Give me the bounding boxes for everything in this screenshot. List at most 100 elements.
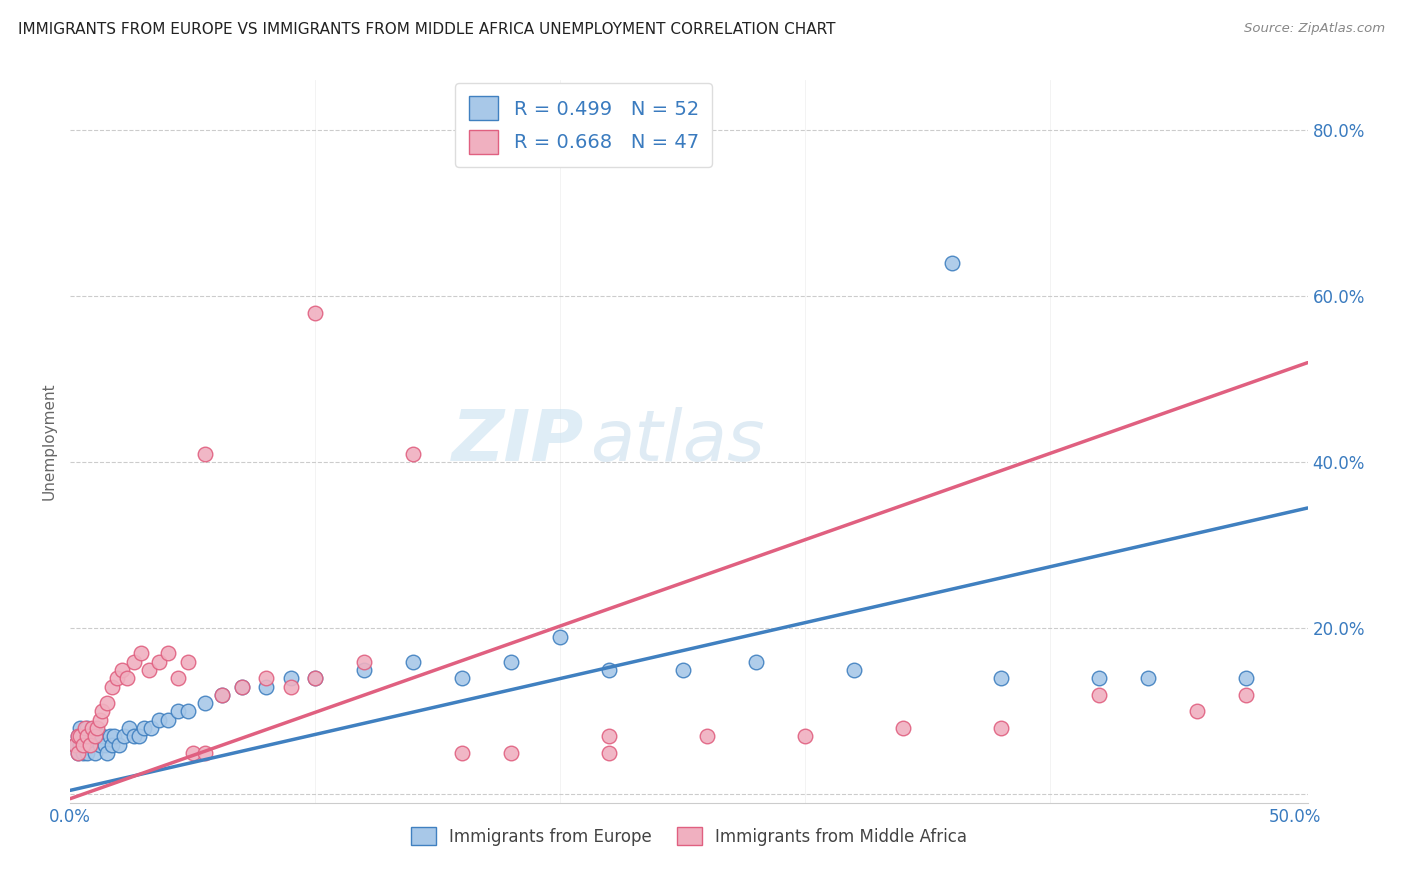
Point: [167, 671, 190, 685]
Point: [96, 696, 118, 710]
Point: [93, 738, 115, 752]
Point: [304, 671, 326, 685]
Point: [451, 746, 474, 760]
Point: [1187, 705, 1209, 719]
Point: [177, 655, 200, 669]
Point: [177, 705, 200, 719]
Point: [83, 746, 105, 760]
Point: [194, 746, 217, 760]
Point: [194, 447, 217, 461]
Point: [148, 655, 170, 669]
Point: [1088, 688, 1111, 702]
Point: [194, 696, 217, 710]
Point: [211, 688, 233, 702]
Point: [63, 738, 86, 752]
Point: [353, 663, 375, 677]
Point: [181, 746, 204, 760]
Point: [402, 447, 425, 461]
Point: [83, 730, 105, 744]
Point: [598, 746, 620, 760]
Text: ZIP: ZIP: [451, 407, 583, 476]
Point: [794, 730, 817, 744]
Point: [82, 721, 104, 735]
Point: [254, 680, 277, 694]
Point: [990, 671, 1012, 685]
Point: [353, 655, 375, 669]
Point: [891, 721, 914, 735]
Point: [82, 730, 104, 744]
Point: [280, 671, 302, 685]
Point: [91, 705, 114, 719]
Point: [72, 730, 94, 744]
Point: [132, 721, 155, 735]
Point: [598, 730, 620, 744]
Point: [157, 713, 180, 727]
Point: [1137, 671, 1160, 685]
Point: [138, 663, 160, 677]
Point: [211, 688, 233, 702]
Point: [451, 671, 474, 685]
Point: [550, 630, 572, 644]
Point: [280, 680, 302, 694]
Legend: Immigrants from Europe, Immigrants from Middle Africa: Immigrants from Europe, Immigrants from …: [404, 821, 974, 852]
Point: [101, 738, 124, 752]
Point: [131, 646, 153, 660]
Point: [69, 721, 91, 735]
Point: [157, 646, 180, 660]
Point: [89, 738, 111, 752]
Point: [73, 738, 96, 752]
Point: [72, 746, 94, 760]
Y-axis label: Unemployment: Unemployment: [42, 383, 58, 500]
Point: [112, 730, 135, 744]
Point: [111, 663, 134, 677]
Point: [63, 738, 86, 752]
Point: [66, 746, 89, 760]
Point: [941, 256, 963, 270]
Text: IMMIGRANTS FROM EUROPE VS IMMIGRANTS FROM MIDDLE AFRICA UNEMPLOYMENT CORRELATION: IMMIGRANTS FROM EUROPE VS IMMIGRANTS FRO…: [18, 22, 835, 37]
Point: [86, 730, 108, 744]
Point: [598, 663, 620, 677]
Point: [167, 705, 190, 719]
Point: [89, 713, 111, 727]
Point: [91, 730, 114, 744]
Text: atlas: atlas: [591, 407, 765, 476]
Point: [231, 680, 253, 694]
Point: [148, 713, 170, 727]
Point: [696, 730, 718, 744]
Text: Source: ZipAtlas.com: Source: ZipAtlas.com: [1244, 22, 1385, 36]
Point: [304, 671, 326, 685]
Point: [672, 663, 695, 677]
Point: [1234, 688, 1257, 702]
Point: [990, 721, 1012, 735]
Point: [844, 663, 866, 677]
Point: [231, 680, 253, 694]
Point: [1234, 671, 1257, 685]
Point: [141, 721, 163, 735]
Point: [73, 721, 96, 735]
Point: [69, 738, 91, 752]
Point: [76, 746, 98, 760]
Point: [66, 730, 89, 744]
Point: [501, 746, 523, 760]
Point: [66, 746, 89, 760]
Point: [79, 738, 101, 752]
Point: [745, 655, 768, 669]
Point: [66, 730, 89, 744]
Point: [72, 738, 94, 752]
Point: [103, 730, 125, 744]
Point: [86, 721, 108, 735]
Point: [69, 730, 91, 744]
Point: [128, 730, 150, 744]
Point: [96, 746, 118, 760]
Point: [402, 655, 425, 669]
Point: [501, 655, 523, 669]
Point: [76, 730, 98, 744]
Point: [304, 306, 326, 320]
Point: [101, 680, 124, 694]
Point: [105, 671, 128, 685]
Point: [122, 655, 145, 669]
Point: [76, 721, 98, 735]
Point: [118, 721, 141, 735]
Point: [115, 671, 138, 685]
Point: [79, 738, 101, 752]
